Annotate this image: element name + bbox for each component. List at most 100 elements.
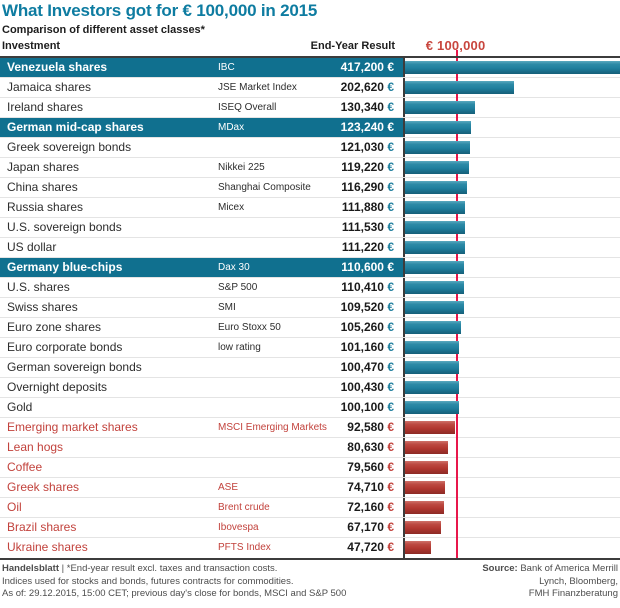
index-name: ISEQ Overall bbox=[218, 102, 277, 113]
index-name bbox=[218, 398, 332, 417]
asset-name: Swiss shares bbox=[7, 300, 78, 314]
source-line-1: Source: Bank of America Merrill bbox=[482, 563, 618, 574]
footnotes: Handelsblatt | *End-year result excl. ta… bbox=[2, 563, 346, 601]
index-name: Brent crude bbox=[218, 502, 270, 513]
bar-cell bbox=[403, 198, 620, 217]
bar-cell bbox=[403, 238, 620, 257]
end-year-value: 417,200 € bbox=[332, 58, 403, 77]
index-name: SMI bbox=[218, 302, 236, 313]
table-row: Emerging market shares MSCI Emerging Mark… bbox=[0, 418, 620, 438]
benchmark-label: € 100,000 bbox=[425, 38, 486, 53]
column-header-investment: Investment bbox=[2, 40, 61, 52]
index-name: Dax 30 bbox=[218, 258, 332, 277]
asset-name: Overnight deposits bbox=[7, 380, 108, 394]
value-bar bbox=[405, 61, 620, 74]
asset-name: U.S. sovereign bonds bbox=[7, 220, 122, 234]
value-bar bbox=[405, 261, 465, 274]
euro-sign: € bbox=[383, 300, 394, 314]
value-bar bbox=[405, 541, 431, 554]
table-row: Euro zone shares Euro Stoxx 50 105,260 € bbox=[0, 318, 620, 338]
index-name bbox=[218, 458, 332, 477]
index-name: Micex bbox=[218, 202, 245, 213]
end-year-value: 116,290 € bbox=[332, 178, 403, 197]
end-year-value: 67,170 € bbox=[332, 518, 403, 537]
bar-cell bbox=[403, 158, 620, 177]
table-row: German mid-cap shares MDax 123,240 € bbox=[0, 118, 620, 138]
value-number: 74,710 bbox=[347, 480, 384, 494]
end-year-value: 123,240 € bbox=[332, 118, 403, 137]
end-year-value: 101,160 € bbox=[332, 338, 403, 357]
asset-name: Japan shares bbox=[7, 160, 80, 174]
value-number: 72,160 bbox=[347, 500, 384, 514]
value-bar bbox=[405, 101, 475, 114]
end-year-value: 100,470 € bbox=[332, 358, 403, 377]
euro-sign: € bbox=[383, 440, 394, 454]
euro-sign: € bbox=[383, 520, 394, 534]
bar-cell bbox=[403, 518, 620, 537]
value-bar bbox=[405, 301, 464, 314]
asset-name: Greek shares bbox=[7, 480, 80, 494]
value-number: 110,600 bbox=[341, 260, 384, 274]
index-name: IBC bbox=[218, 58, 332, 77]
bar-cell bbox=[403, 118, 620, 137]
end-year-value: 111,530 € bbox=[332, 218, 403, 237]
end-year-value: 110,600 € bbox=[332, 258, 403, 277]
euro-sign: € bbox=[383, 200, 394, 214]
asset-name: Emerging market shares bbox=[7, 420, 138, 434]
euro-sign: € bbox=[383, 360, 394, 374]
table-row: U.S. shares S&P 500 110,410 € bbox=[0, 278, 620, 298]
end-year-value: 111,880 € bbox=[332, 198, 403, 217]
euro-sign: € bbox=[383, 260, 394, 274]
value-number: 79,560 bbox=[347, 460, 384, 474]
euro-sign: € bbox=[383, 340, 394, 354]
euro-sign: € bbox=[383, 180, 394, 194]
page-title: What Investors got for € 100,000 in 2015 bbox=[2, 1, 318, 20]
index-name: JSE Market Index bbox=[218, 82, 297, 93]
table-rows: Venezuela shares IBC 417,200 € Jamaica shar… bbox=[0, 58, 620, 558]
source-line-3: FMH Finanzberatung bbox=[528, 588, 618, 599]
asset-name: Ukraine shares bbox=[7, 540, 88, 554]
value-bar bbox=[405, 281, 465, 294]
bar-cell bbox=[403, 98, 620, 117]
column-header-end-year-result: End-Year Result bbox=[310, 40, 395, 52]
asset-name: Greek sovereign bonds bbox=[7, 140, 132, 154]
asset-name: Ireland shares bbox=[7, 100, 84, 114]
asset-name: Coffee bbox=[7, 460, 43, 474]
bar-cell bbox=[403, 458, 620, 477]
bar-cell bbox=[403, 418, 620, 437]
value-number: 417,200 bbox=[340, 60, 384, 74]
euro-sign: € bbox=[383, 420, 394, 434]
asset-name: China shares bbox=[7, 180, 78, 194]
bar-cell bbox=[403, 318, 620, 337]
value-bar bbox=[405, 161, 469, 174]
end-year-value: 130,340 € bbox=[332, 98, 403, 117]
end-year-value: 47,720 € bbox=[332, 538, 403, 558]
index-name bbox=[218, 378, 332, 397]
table-row: Swiss shares SMI 109,520 € bbox=[0, 298, 620, 318]
value-bar bbox=[405, 461, 448, 474]
value-bar bbox=[405, 481, 445, 494]
euro-sign: € bbox=[383, 220, 394, 234]
asset-name: Gold bbox=[7, 400, 33, 414]
asset-name: US dollar bbox=[7, 240, 57, 254]
euro-sign: € bbox=[383, 120, 394, 134]
asset-name: U.S. shares bbox=[7, 280, 70, 294]
bar-cell bbox=[403, 298, 620, 317]
value-bar bbox=[405, 421, 455, 434]
index-name: Nikkei 225 bbox=[218, 162, 265, 173]
index-name bbox=[218, 358, 332, 377]
value-number: 92,580 bbox=[347, 420, 384, 434]
brand-label: Handelsblatt bbox=[2, 563, 60, 574]
value-bar bbox=[405, 441, 449, 454]
index-name bbox=[218, 438, 332, 457]
index-name: Euro Stoxx 50 bbox=[218, 322, 281, 333]
bar-cell bbox=[403, 358, 620, 377]
euro-sign: € bbox=[383, 540, 394, 554]
bar-cell bbox=[403, 438, 620, 457]
source-label: Source: bbox=[482, 563, 518, 574]
end-year-value: 100,430 € bbox=[332, 378, 403, 397]
table-row: Greek sovereign bonds 121,030 € bbox=[0, 138, 620, 158]
euro-sign: € bbox=[383, 80, 394, 94]
euro-sign: € bbox=[383, 60, 394, 74]
